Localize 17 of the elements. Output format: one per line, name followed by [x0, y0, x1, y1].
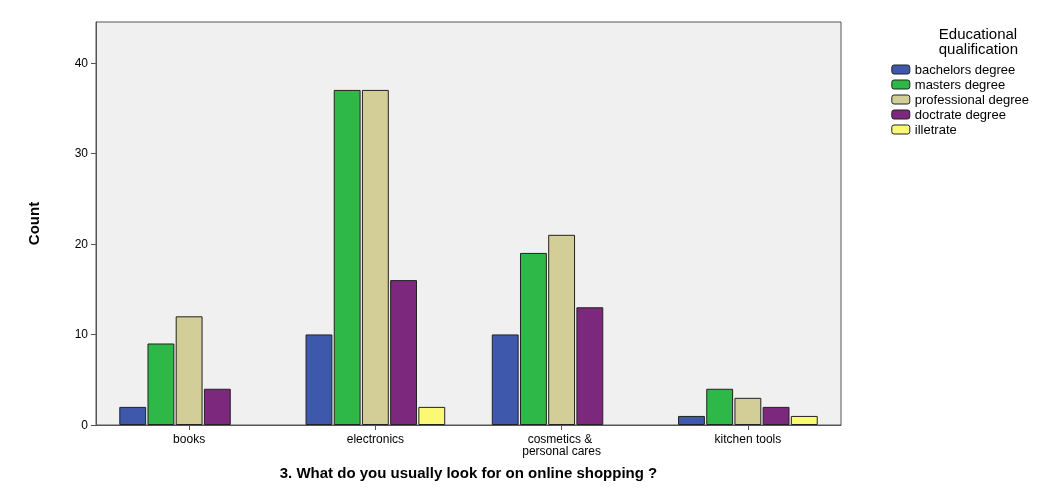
x-tick-label: cosmetics & personal cares	[522, 432, 601, 458]
x-tick-label: electronics	[346, 432, 405, 446]
legend-label: bachelors degree	[914, 62, 1016, 77]
legend-label: doctrate degree	[914, 107, 1006, 122]
x-tick-label: kitchen tools	[714, 432, 782, 446]
y-tick-label: 20	[74, 236, 89, 251]
y-axis-title: Count	[25, 201, 42, 246]
y-tick-label: 30	[74, 146, 89, 161]
x-axis-title: 3. What do you usually look for on online shopping ?	[279, 464, 658, 481]
legend-label: masters degree	[914, 77, 1006, 92]
y-tick-label: 40	[74, 55, 89, 70]
x-tick-label: books	[173, 432, 206, 446]
legend-label: professional degree	[914, 92, 1030, 107]
legend-title: Educational qualification	[938, 25, 1018, 57]
y-tick-label: 10	[74, 327, 89, 342]
y-tick-label: 0	[81, 418, 89, 432]
legend-label: illetrate	[914, 122, 957, 137]
